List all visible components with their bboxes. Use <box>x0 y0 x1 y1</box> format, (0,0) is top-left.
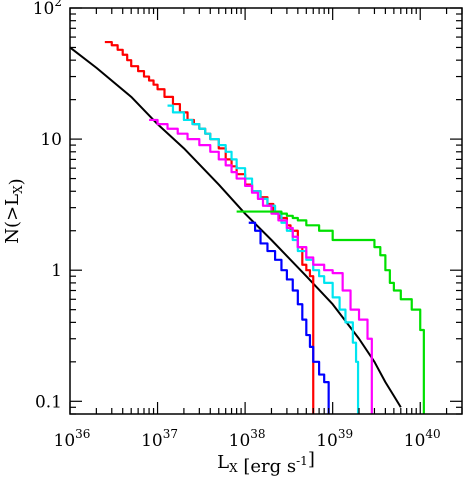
y-tick-label: 1 <box>51 261 62 281</box>
plot-frame <box>69 7 463 415</box>
x-tick-label: 1039 <box>316 427 353 451</box>
ticks-layer <box>69 7 463 415</box>
y-tick-label: 0.1 <box>35 392 62 412</box>
y-tick-label: 10 <box>40 130 62 150</box>
series-line-3 <box>167 104 360 414</box>
tick-labels-layer: 1036 1037 1038 1039 1040 0.1 1 10 102 <box>33 0 441 451</box>
series-line-2 <box>104 40 315 414</box>
x-axis-title: LX [erg s-1] <box>217 449 315 477</box>
x-tick-label: 1038 <box>229 427 266 451</box>
series-layer <box>70 40 425 414</box>
y-tick-label: 102 <box>33 0 62 19</box>
series-line-1 <box>70 46 402 408</box>
x-tick-label: 1037 <box>141 427 178 451</box>
series-line-4 <box>149 118 373 414</box>
series-line-6 <box>248 221 330 414</box>
x-tick-label: 1040 <box>404 427 441 451</box>
x-tick-label: 1036 <box>54 427 91 451</box>
y-axis-title: N(>LX) <box>2 178 27 243</box>
series-line-5 <box>236 210 425 414</box>
